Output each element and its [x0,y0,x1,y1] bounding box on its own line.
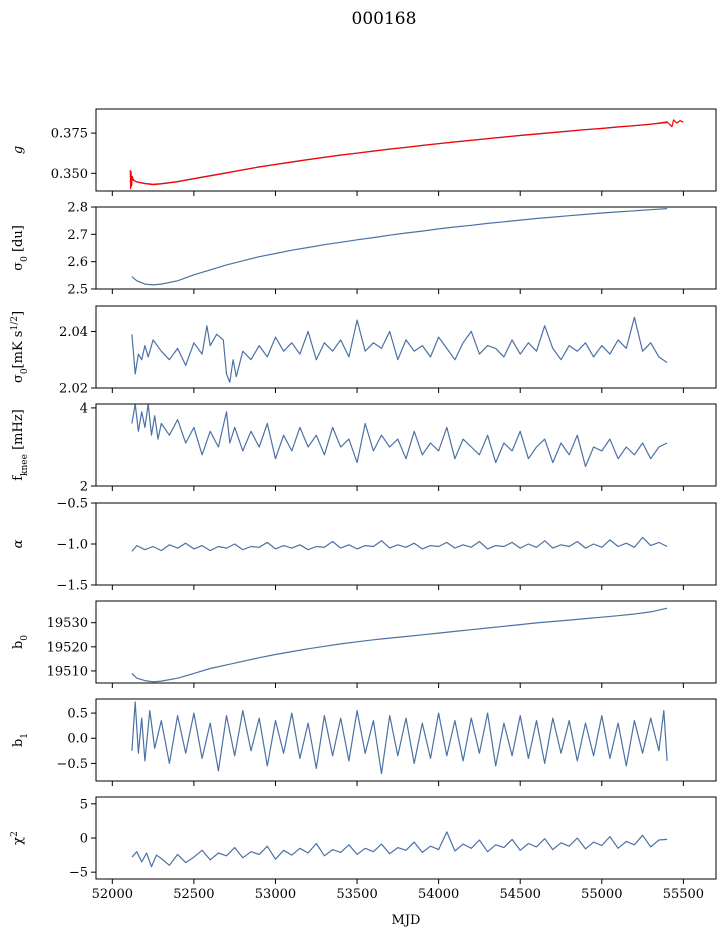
panel-2-data-line [131,208,668,286]
y-axis-label: σ0 [du] [11,225,30,271]
panel-5: −1.5 −1.0 −0.5 α [11,497,717,594]
y-tick-label: 0.350 [51,167,88,182]
panel-1-model-line [129,119,684,190]
y-axis-label: χ2 [10,831,26,845]
panel-4: 2 4 fknee [mHz] [11,401,717,495]
x-tick-label: 54000 [418,887,459,902]
x-tick-label: 53500 [336,887,377,902]
y-tick-label: −1.0 [56,538,88,553]
y-axis-label: b0 [11,635,30,649]
panel-2: 2.5 2.6 2.7 2.8 σ0 [du] [11,201,717,298]
y-tick-label: −0.5 [56,757,88,772]
y-axis-label: g [11,146,26,154]
y-tick-label: 2.8 [67,201,88,216]
y-tick-label: 19530 [47,616,88,631]
panel-8: −5 0 5 52000 52500 53000 53500 54000 54500 55000 5… [10,796,717,902]
y-tick-label: 0.0 [67,732,88,747]
x-axis-label: MJD [392,913,421,928]
panel-4-frame [95,403,717,487]
y-tick-label: 2.5 [67,283,88,298]
y-tick-label: 2 [80,480,88,495]
panel-3-data-line [131,316,668,383]
panel-4-data-line [131,404,668,468]
y-axis-label: b1 [11,733,30,747]
panel-5-data-line [131,536,668,552]
y-axis-label: α [11,539,26,548]
panel-6-frame [95,600,717,684]
y-tick-label: 2.04 [59,325,88,340]
y-axis-label: fknee [mHz] [11,409,30,481]
panel-8-frame [95,796,717,880]
panel-2-frame [95,206,717,290]
x-tick-label: 52500 [173,887,214,902]
panel-7-frame [95,698,717,782]
panel-3: 2.02 2.04 σ0[mK s1/2] [10,305,717,397]
y-tick-label: 2.02 [59,382,88,397]
panel-7-data-line [131,701,668,775]
y-tick-label: 0.375 [51,127,88,142]
y-axis-label: σ0[mK s1/2] [10,311,30,383]
y-tick-label: 5 [80,797,88,812]
panel-3-frame [95,305,717,389]
panel-7: −0.5 0.0 0.5 b1 [11,698,717,786]
x-tick-label: 52000 [92,887,133,902]
panel-6: 19510 19520 19530 b0 [11,600,717,688]
y-tick-label: 0.5 [67,707,88,722]
y-tick-label: 2.6 [67,255,88,270]
y-tick-label: −5 [69,866,88,881]
y-tick-label: −0.5 [56,497,88,512]
x-tick-label: 54500 [500,887,541,902]
y-tick-label: 2.7 [67,228,88,243]
y-tick-label: 19520 [47,640,88,655]
y-tick-label: 4 [80,401,88,416]
panel-8-data-line [131,831,668,868]
x-tick-label: 55000 [581,887,622,902]
panel-1: 0.350 0.375 g [11,108,717,196]
panels: 0.350 0.375 g 2.5 2.6 2.7 2.8 σ0 [du] 2.02 2.04 σ0… [10,108,717,902]
x-tick-label: 53000 [255,887,296,902]
x-tick-label: 55500 [663,887,704,902]
figure-title: 000168 [352,9,417,29]
y-tick-label: 0 [80,832,88,847]
panel-1-frame [95,108,717,192]
y-tick-label: 19510 [47,664,88,679]
y-tick-label: −1.5 [56,579,88,594]
panel-6-data-line [131,607,668,683]
